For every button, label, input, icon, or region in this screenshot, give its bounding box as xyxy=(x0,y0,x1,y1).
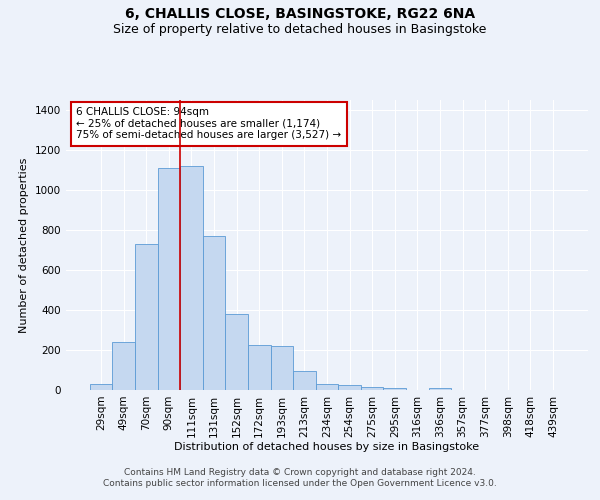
Bar xyxy=(338,385,361,390)
Bar xyxy=(90,384,112,390)
Bar xyxy=(203,236,226,390)
Y-axis label: Number of detached properties: Number of detached properties xyxy=(19,158,29,332)
Bar xyxy=(180,166,203,390)
Bar xyxy=(226,314,248,390)
Bar xyxy=(316,384,338,390)
Bar xyxy=(383,388,406,390)
Bar xyxy=(293,371,316,390)
Bar xyxy=(158,168,180,390)
Text: 6 CHALLIS CLOSE: 94sqm
← 25% of detached houses are smaller (1,174)
75% of semi-: 6 CHALLIS CLOSE: 94sqm ← 25% of detached… xyxy=(76,108,341,140)
Bar xyxy=(428,388,451,390)
Text: Size of property relative to detached houses in Basingstoke: Size of property relative to detached ho… xyxy=(113,22,487,36)
Bar xyxy=(361,387,383,390)
Text: 6, CHALLIS CLOSE, BASINGSTOKE, RG22 6NA: 6, CHALLIS CLOSE, BASINGSTOKE, RG22 6NA xyxy=(125,8,475,22)
Bar xyxy=(135,244,158,390)
Text: Distribution of detached houses by size in Basingstoke: Distribution of detached houses by size … xyxy=(175,442,479,452)
Bar xyxy=(248,345,271,390)
Text: Contains HM Land Registry data © Crown copyright and database right 2024.
Contai: Contains HM Land Registry data © Crown c… xyxy=(103,468,497,487)
Bar xyxy=(271,346,293,390)
Bar xyxy=(112,342,135,390)
